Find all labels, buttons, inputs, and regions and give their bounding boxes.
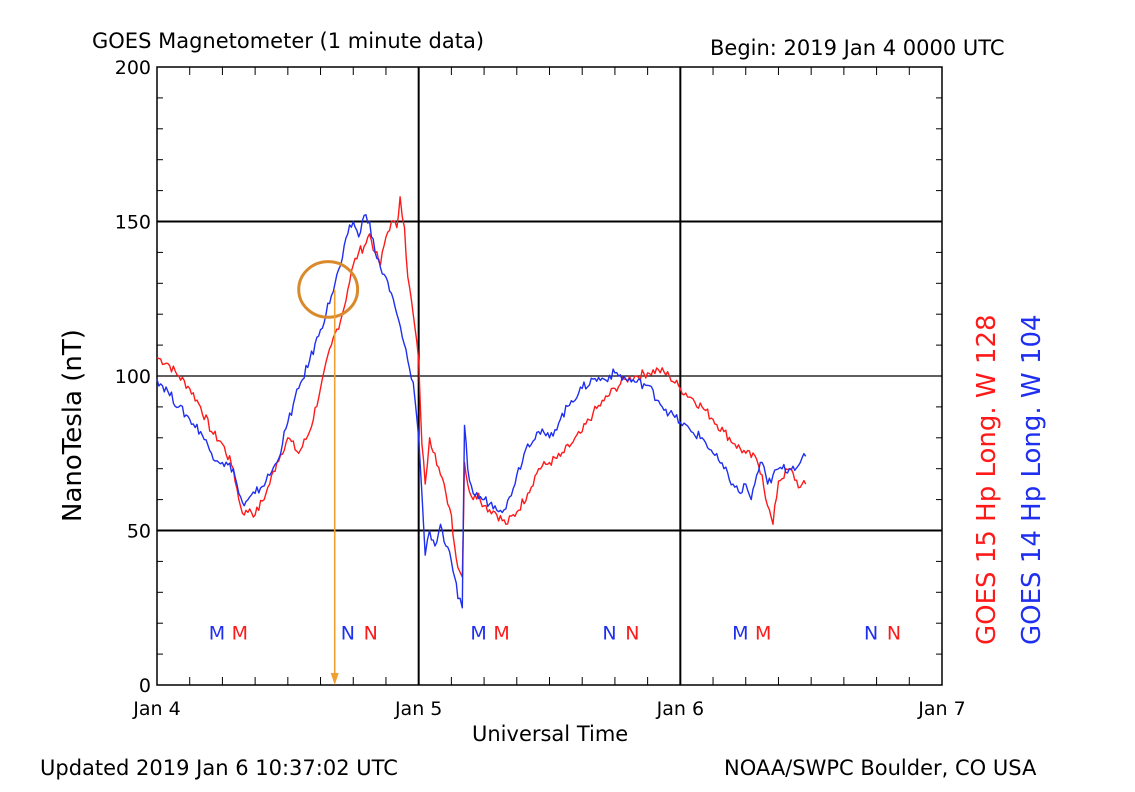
x-axis-label: Universal Time: [472, 722, 629, 746]
mn-marker: M: [493, 622, 509, 644]
x-tick-label: Jan 6: [656, 698, 704, 720]
y-tick-label: 150: [115, 212, 151, 234]
mn-marker: N: [887, 622, 901, 644]
y-tick-label: 100: [115, 366, 151, 388]
y-tick-label: 200: [115, 57, 151, 79]
y-axis-label: NanoTesla (nT): [58, 329, 88, 522]
mn-marker: N: [864, 622, 878, 644]
updated-timestamp: Updated 2019 Jan 6 10:37:02 UTC: [40, 756, 398, 780]
y-tick-label: 0: [139, 675, 151, 697]
begin-time: Begin: 2019 Jan 4 0000 UTC: [710, 36, 1005, 60]
annotation-ellipse: [297, 260, 360, 319]
mn-marker: N: [602, 622, 616, 644]
mn-marker: M: [232, 622, 248, 644]
x-tick-label: Jan 7: [917, 698, 965, 720]
mn-marker: N: [625, 622, 639, 644]
series-line-goes15: [156, 196, 807, 578]
chart-title: GOES Magnetometer (1 minute data): [92, 29, 485, 53]
credit: NOAA/SWPC Boulder, CO USA: [724, 756, 1037, 780]
x-tick-label: Jan 5: [394, 698, 442, 720]
mn-marker: M: [470, 622, 486, 644]
mn-marker: M: [755, 622, 771, 644]
y-tick-label: 50: [127, 521, 151, 543]
mn-marker: M: [209, 622, 225, 644]
mn-marker: N: [364, 622, 378, 644]
series-line-goes14: [156, 214, 807, 609]
mn-marker: N: [341, 622, 355, 644]
annotation-arrow-head: [330, 673, 339, 685]
legend-goes15: GOES 15 Hp Long. W 128: [972, 314, 1002, 645]
mn-marker: M: [732, 622, 748, 644]
legend-goes14: GOES 14 Hp Long. W 104: [1017, 314, 1047, 645]
x-tick-label: Jan 4: [132, 698, 180, 720]
